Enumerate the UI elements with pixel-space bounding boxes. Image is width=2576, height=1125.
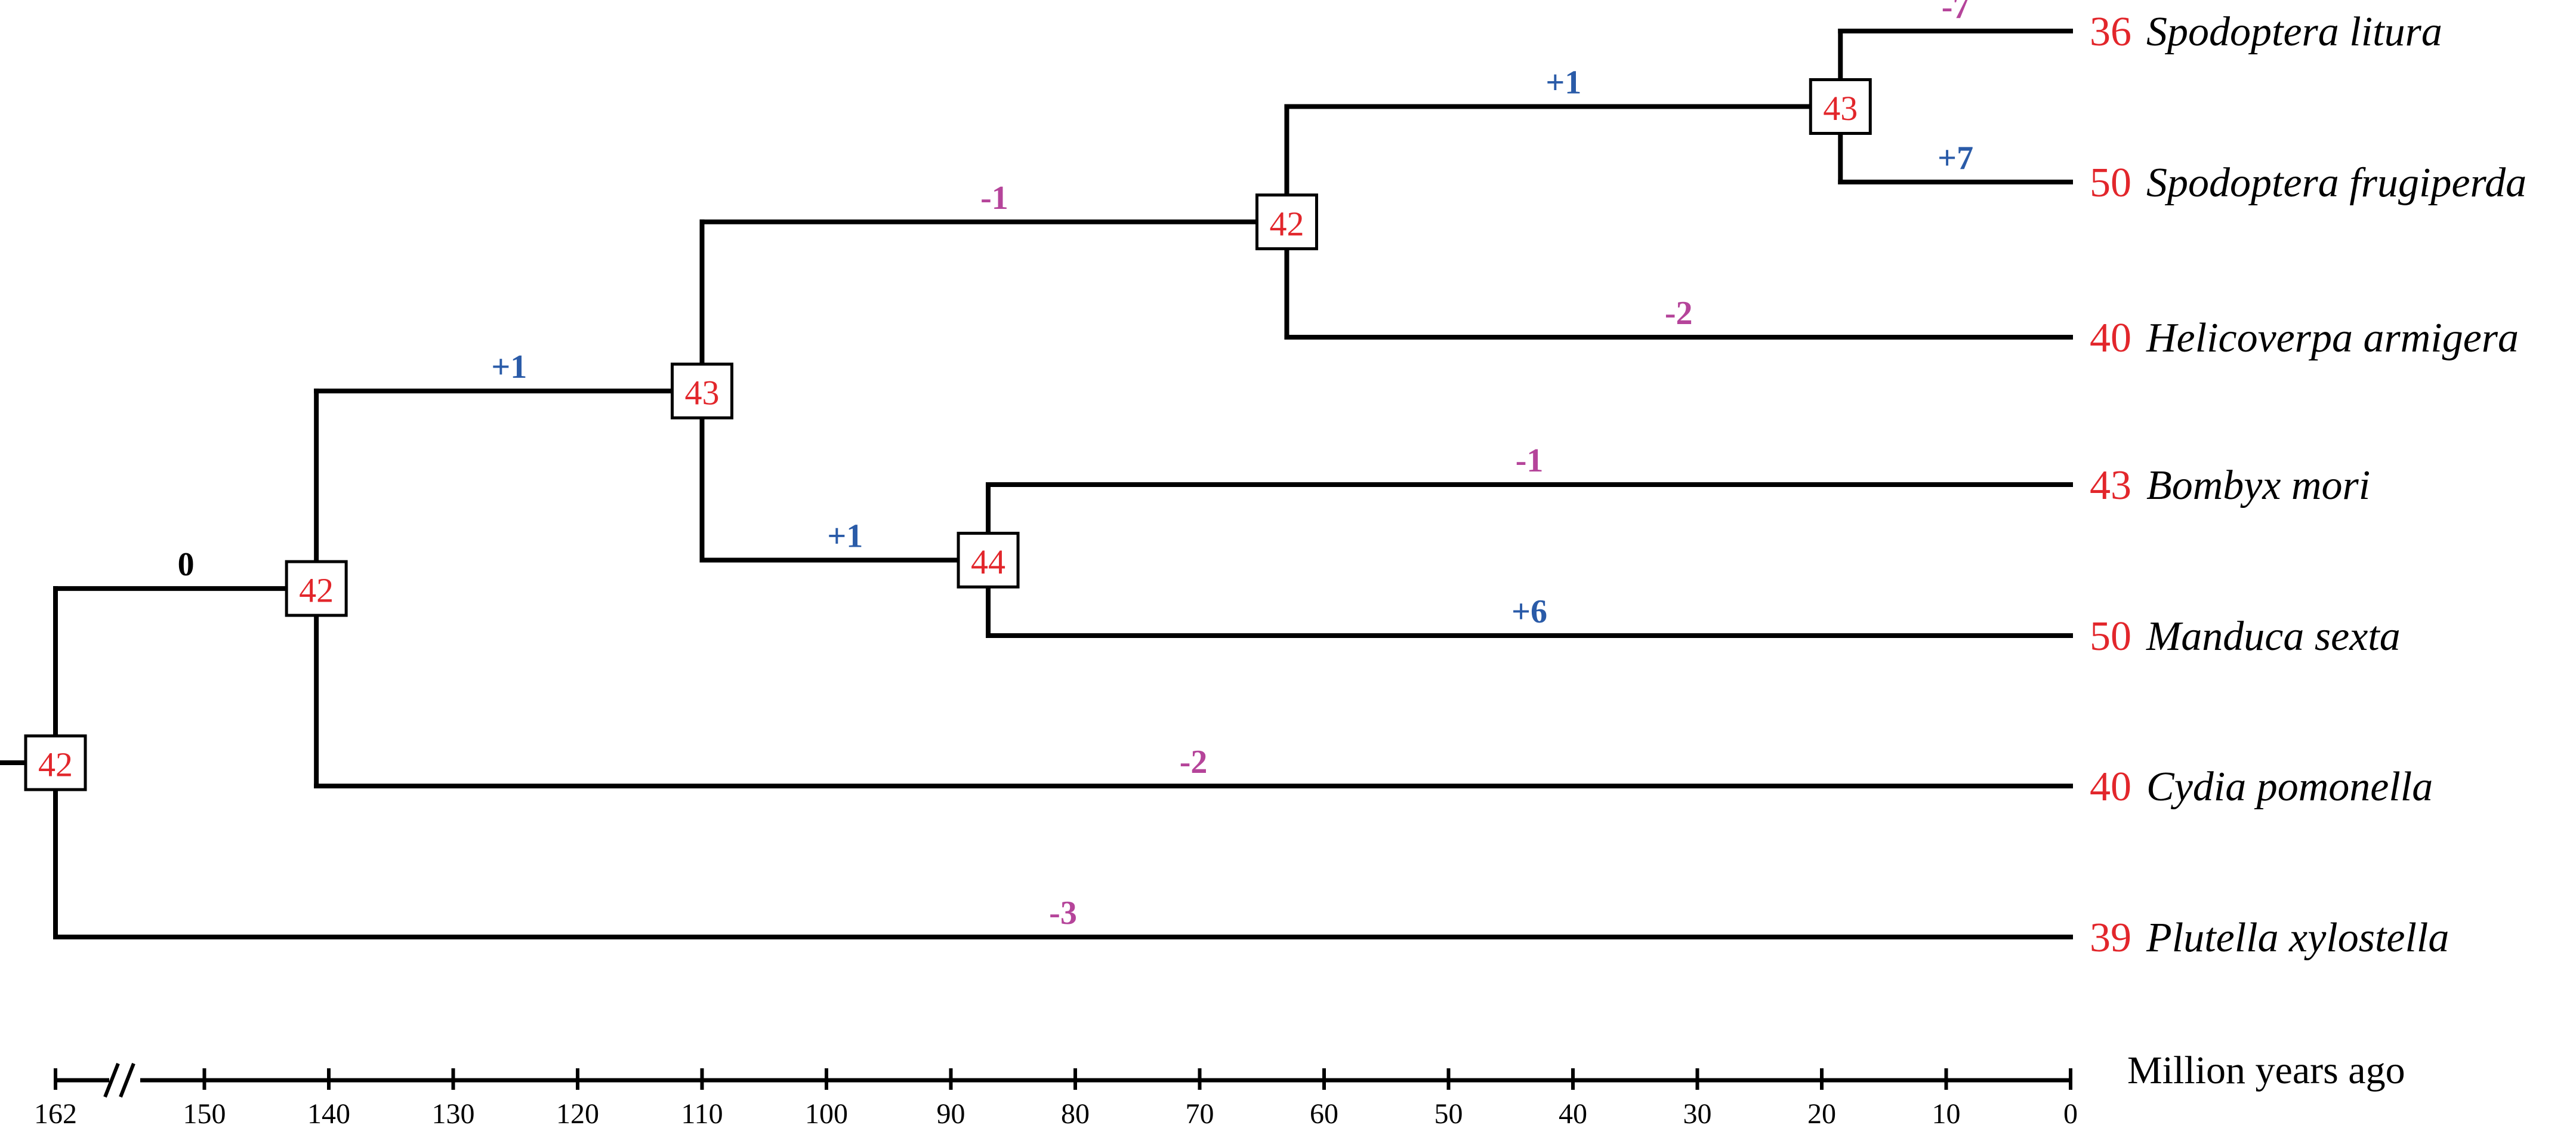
axis-tick-label: 30	[1683, 1098, 1712, 1125]
plutella-xylostella-count: 39	[2090, 915, 2131, 961]
n-spodoptera-node-count: 43	[1823, 89, 1858, 128]
n-bombycoidea-change-label: +1	[827, 518, 863, 555]
n-bombycoidea-node: 44	[957, 532, 1020, 588]
spodoptera-frugiperda-name: Spodoptera frugiperda	[2146, 160, 2526, 206]
cydia-pomonella-change-label: -2	[1180, 744, 1208, 781]
tree-branches	[0, 29, 2073, 939]
bombyx-mori-change-label: -1	[1516, 442, 1544, 479]
axis-tick-label: 150	[183, 1098, 226, 1125]
root-node-box	[24, 734, 87, 791]
n-ditrysia-node: 42	[285, 560, 348, 617]
axis-tick-label: 20	[1807, 1098, 1836, 1125]
axis-tick-label: 120	[556, 1098, 599, 1125]
helicoverpa-armigera-name: Helicoverpa armigera	[2146, 315, 2519, 361]
axis-tick-label: 60	[1310, 1098, 1338, 1125]
axis-tick-label: 40	[1559, 1098, 1587, 1125]
n-spodoptera-node: 43	[1809, 78, 1872, 135]
helicoverpa-armigera-change-label: -2	[1665, 295, 1693, 332]
n-ditrysia-node-count: 42	[299, 571, 334, 610]
n-macro-node-count: 43	[685, 374, 720, 412]
cydia-pomonella-count: 40	[2090, 764, 2131, 810]
time-axis: Million years ago 162 150 140 130 120 110 100 9…	[34, 1049, 2405, 1125]
axis-tick-label: 50	[1434, 1098, 1463, 1125]
axis-break-mark-1	[103, 1062, 120, 1098]
spodoptera-litura-count: 36	[2090, 9, 2131, 55]
axis-tick-label: 70	[1186, 1098, 1214, 1125]
manduca-sexta-name: Manduca sexta	[2146, 614, 2401, 659]
n-ditrysia-node-box	[285, 560, 348, 617]
manduca-sexta-change-label: +6	[1511, 593, 1547, 630]
axis-title: Million years ago	[2127, 1049, 2405, 1092]
axis-tick-label: 130	[432, 1098, 475, 1125]
branch-change-labels: -7 +7 +1 -2 -1 +6 -1 +1 +1 -2 0 -3	[178, 0, 1974, 932]
n-macro-node-box	[671, 362, 733, 420]
bombyx-mori-count: 43	[2090, 463, 2131, 508]
manduca-sexta-count: 50	[2090, 614, 2131, 659]
spodoptera-litura-change-label: -7	[1942, 0, 1970, 26]
axis-tick-label: 100	[805, 1098, 848, 1125]
plutella-xylostella-change-label: -3	[1049, 895, 1077, 932]
n-macro-node: 43	[671, 362, 733, 420]
root-node: 42	[24, 734, 87, 791]
axis-tick-label: 140	[307, 1098, 350, 1125]
plutella-xylostella-name: Plutella xylostella	[2146, 915, 2449, 961]
cydia-pomonella-name: Cydia pomonella	[2146, 764, 2433, 810]
helicoverpa-armigera-count: 40	[2090, 315, 2131, 361]
axis-tick-label: 0	[2063, 1098, 2078, 1125]
root-node-count: 42	[38, 745, 73, 784]
n-spodoptera-node-box	[1809, 78, 1872, 135]
n-bombycoidea-node-box	[957, 532, 1020, 588]
spodoptera-litura-name: Spodoptera litura	[2146, 9, 2442, 55]
axis-tick-label: 80	[1061, 1098, 1090, 1125]
spodoptera-frugiperda-count: 50	[2090, 160, 2131, 206]
tip-labels: 36 Spodoptera litura 50 Spodoptera frugiper…	[2090, 9, 2526, 961]
n-noctuidae-node-box	[1255, 193, 1318, 251]
axis-tick-label: 162	[34, 1098, 77, 1125]
n-spodoptera-change-label: +1	[1545, 64, 1581, 101]
spodoptera-frugiperda-change-label: +7	[1938, 140, 1973, 177]
n-noctuidae-node-count: 42	[1269, 204, 1304, 243]
axis-tick-label: 110	[681, 1098, 723, 1125]
n-bombycoidea-node-count: 44	[971, 543, 1005, 581]
internal-nodes: 42 42 43 44 42 43	[24, 78, 1872, 791]
axis-tick-label: 90	[937, 1098, 965, 1125]
n-ditrysia-change-label: 0	[178, 546, 195, 583]
n-noctuidae-change-label: -1	[980, 180, 1008, 217]
n-macro-change-label: +1	[491, 349, 527, 386]
axis-tick-label: 10	[1932, 1098, 1961, 1125]
n-noctuidae-node: 42	[1255, 193, 1318, 251]
bombyx-mori-name: Bombyx mori	[2146, 463, 2370, 508]
axis-break-mark-2	[119, 1062, 135, 1098]
